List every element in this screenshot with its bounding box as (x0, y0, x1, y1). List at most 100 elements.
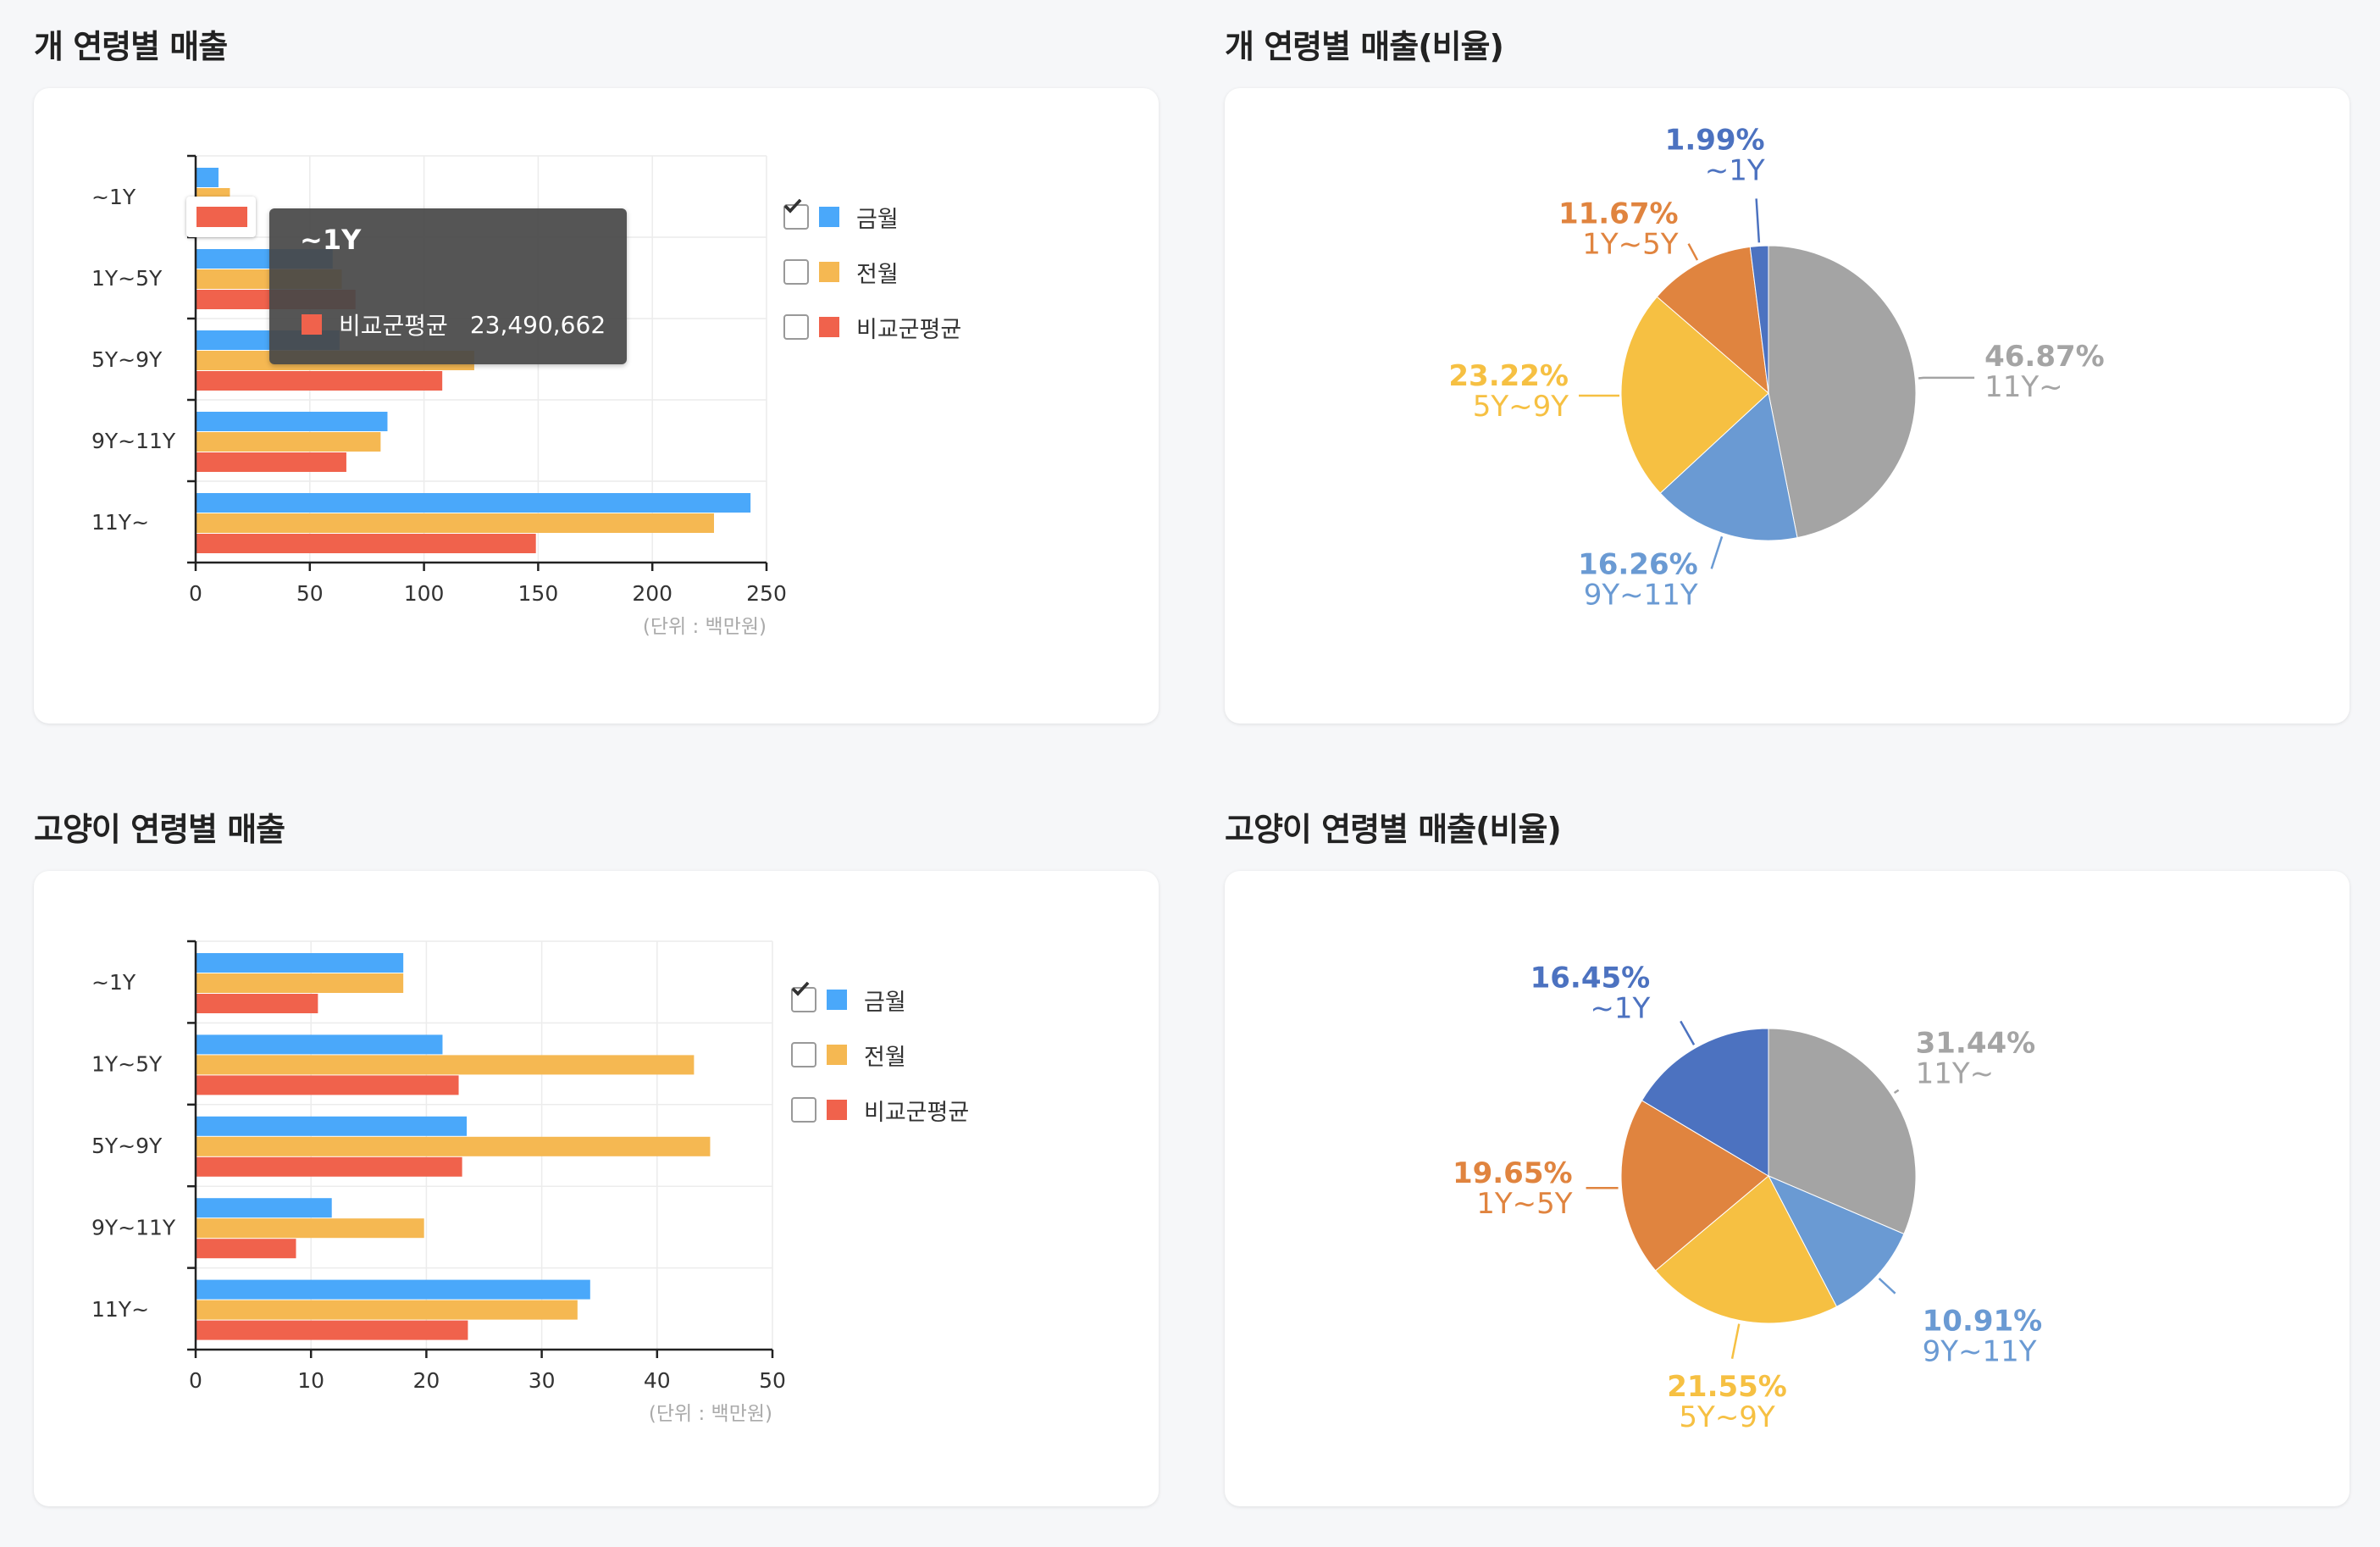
bar (196, 1300, 578, 1320)
category-label: 11Y~ (91, 1297, 149, 1322)
category-label: 5Y~9Y (91, 347, 163, 372)
tick-label: 20 (412, 1368, 440, 1393)
tick-label: 200 (632, 581, 672, 606)
percentage-label: 16.26% (1578, 547, 1698, 581)
leader-line (1680, 1020, 1696, 1045)
category-label: 1Y~5Y (1476, 1187, 1573, 1221)
bar (196, 1279, 590, 1300)
tooltip-marker-swatch (196, 207, 247, 227)
percentage-label: 46.87% (1984, 340, 2105, 374)
leader-line (1687, 243, 1699, 261)
dog-pie-chart: 46.87%11Y~16.26%9Y~11Y23.22%5Y~9Y11.67%1… (1448, 123, 2105, 612)
pie-slice (1656, 246, 1769, 395)
percentage-label: 10.91% (1923, 1305, 2043, 1339)
bar (196, 1239, 296, 1259)
checkbox-icon[interactable] (791, 981, 816, 1123)
bar (196, 432, 381, 452)
category-label: ~1Y (91, 185, 136, 209)
bar-tooltip: ~1Y 비교군평균 23,490,662 (269, 208, 627, 364)
bar (196, 1156, 462, 1177)
cat-bar-title: 고양이 연령별 매출 (34, 811, 285, 848)
legend-label: 비교군평균 (864, 1099, 970, 1126)
bar (196, 1198, 332, 1218)
cat-bar-legend: 금월 전월 비교군평균 (791, 981, 969, 1146)
cat-pie-chart: 31.44%11Y~10.91%9Y~11Y21.55%5Y~9Y19.65%1… (1453, 961, 2043, 1433)
legend-swatch (827, 1045, 847, 1065)
category-label: 9Y~11Y (91, 429, 176, 453)
percentage-label: 31.44% (1916, 1027, 2036, 1061)
percentage-label: 21.55% (1667, 1370, 1787, 1404)
cat-pie-card: 31.44% 11Y~ 10.91% 9Y~11Y 21.55% 5Y~9Y 19.65% 1… (1225, 871, 2350, 1506)
bar (196, 1075, 459, 1095)
legend-item-comparison-avg[interactable]: 비교군평균 (791, 981, 970, 1128)
leader-line (1710, 535, 1724, 569)
leader-line (1893, 1089, 1900, 1095)
pie-slice (1620, 1100, 1769, 1272)
bar (196, 1136, 711, 1156)
unit-label: (단위 : 백만원) (643, 616, 767, 638)
leader-line (1918, 376, 1975, 380)
legend-swatch (819, 207, 839, 227)
dog-pie-title: 개 연령별 매출(비율) (1225, 28, 1504, 65)
pie-slice (1659, 392, 1798, 541)
bar (196, 1218, 424, 1239)
bar (196, 1116, 468, 1136)
legend-swatch (827, 1100, 847, 1120)
legend-item-previous-month[interactable]: 전월 (783, 198, 961, 291)
pie-slice (1767, 1174, 1905, 1307)
bar (196, 534, 536, 553)
bar (196, 973, 404, 993)
category-label: 1Y~5Y (1582, 228, 1679, 262)
percentage-label: 23.22% (1448, 359, 1569, 393)
checkbox-icon[interactable] (791, 981, 816, 1067)
bar (196, 412, 388, 431)
bar (196, 452, 346, 472)
legend-item-current-month[interactable]: 금월 (783, 198, 961, 236)
category-label: ~1Y (1590, 991, 1650, 1025)
bar (196, 1034, 443, 1055)
tooltip-title: ~1Y (300, 224, 362, 256)
pie-slice (1768, 1028, 1917, 1235)
legend-label: 전월 (864, 1044, 906, 1071)
tooltip-swatch (302, 314, 322, 335)
legend-label: 금월 (864, 989, 906, 1016)
bar (196, 953, 404, 973)
dog-bar-card: ~1Y 1Y~5Y 5Y~9Y 9Y~11Y 11Y~ 0 50 100 150 200 250 (단… (34, 88, 1159, 724)
leader-line (1878, 1278, 1896, 1295)
pie-slice (1620, 296, 1769, 494)
unit-label: (단위 : 백만원) (649, 1403, 772, 1425)
category-label: 9Y~11Y (91, 1215, 176, 1239)
category-label: 1Y~5Y (91, 1052, 163, 1077)
tick-label: 10 (297, 1368, 324, 1393)
legend-swatch (819, 317, 839, 337)
percentage-label: 19.65% (1453, 1156, 1573, 1190)
tooltip-value: 23,490,662 (469, 310, 606, 339)
tick-label: 30 (529, 1368, 556, 1393)
category-label: ~1Y (91, 970, 136, 995)
legend-item-current-month[interactable]: 금월 (791, 981, 969, 1018)
legend-label: 금월 (856, 206, 899, 233)
legend-item-previous-month[interactable]: 전월 (791, 981, 969, 1073)
cat-bar-card: ~1Y 1Y~5Y 5Y~9Y 9Y~11Y 11Y~ 0 10 20 30 40 50 (단위 : … (34, 871, 1159, 1506)
category-label: ~1Y (1705, 153, 1765, 187)
percentage-label: 1.99% (1665, 123, 1765, 157)
legend-item-comparison-avg[interactable]: 비교군평균 (783, 198, 962, 346)
tooltip-series-label: 비교군평균 (339, 312, 448, 340)
tick-label: 100 (404, 581, 445, 606)
tick-label: 0 (189, 1368, 202, 1393)
category-label: 11Y~ (1916, 1057, 1995, 1091)
category-label: 1Y~5Y (91, 266, 163, 291)
category-label: 5Y~9Y (1473, 390, 1569, 424)
category-label: 9Y~11Y (1923, 1335, 2037, 1369)
checkbox-icon[interactable] (783, 198, 809, 340)
dog-bar-title: 개 연령별 매출 (34, 28, 228, 65)
bar (196, 1320, 468, 1340)
checkbox-icon[interactable] (783, 198, 809, 285)
pie-slice (1768, 245, 1917, 539)
category-label: 5Y~9Y (91, 1134, 163, 1158)
leader-line (1755, 198, 1761, 243)
pie-slice (1641, 1028, 1769, 1177)
legend-label: 비교군평균 (856, 316, 962, 343)
legend-swatch (827, 990, 847, 1010)
tick-label: 0 (189, 581, 202, 606)
